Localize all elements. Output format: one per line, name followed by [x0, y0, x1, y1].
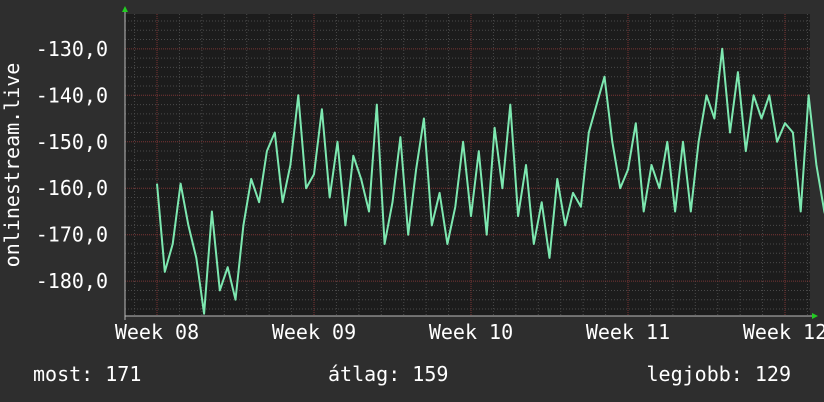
best-value-label: legjobb: — [646, 362, 743, 386]
y-tick-label: -130,0 — [36, 37, 108, 61]
y-tick-label: -150,0 — [36, 130, 108, 154]
y-tick-label: -160,0 — [36, 176, 108, 200]
x-tick-label: Week 11 — [586, 320, 670, 344]
average-value: 159 — [412, 362, 449, 386]
x-tick-label: Week 09 — [272, 320, 356, 344]
current-value-stat: most: 171 — [33, 362, 141, 386]
x-tick-label: Week 10 — [429, 320, 513, 344]
y-axis-arrow-icon — [122, 6, 128, 12]
y-axis-label: onlinestream.live — [0, 63, 24, 268]
y-tick-label: -140,0 — [36, 83, 108, 107]
average-value-stat: átlag: 159 — [328, 362, 448, 386]
best-value-stat: legjobb: 129 — [647, 362, 792, 386]
y-tick-label: -170,0 — [36, 223, 108, 247]
current-value-label: most: — [33, 362, 94, 386]
x-tick-label: Week 08 — [115, 320, 199, 344]
y-tick-label: -180,0 — [36, 269, 108, 293]
current-value: 171 — [105, 362, 142, 386]
series-line — [156, 47, 824, 315]
average-value-label: átlag: — [328, 362, 401, 386]
best-value: 129 — [754, 362, 791, 386]
x-tick-label: Week 12 — [743, 320, 824, 344]
x-axis-arrow-icon — [812, 313, 818, 319]
